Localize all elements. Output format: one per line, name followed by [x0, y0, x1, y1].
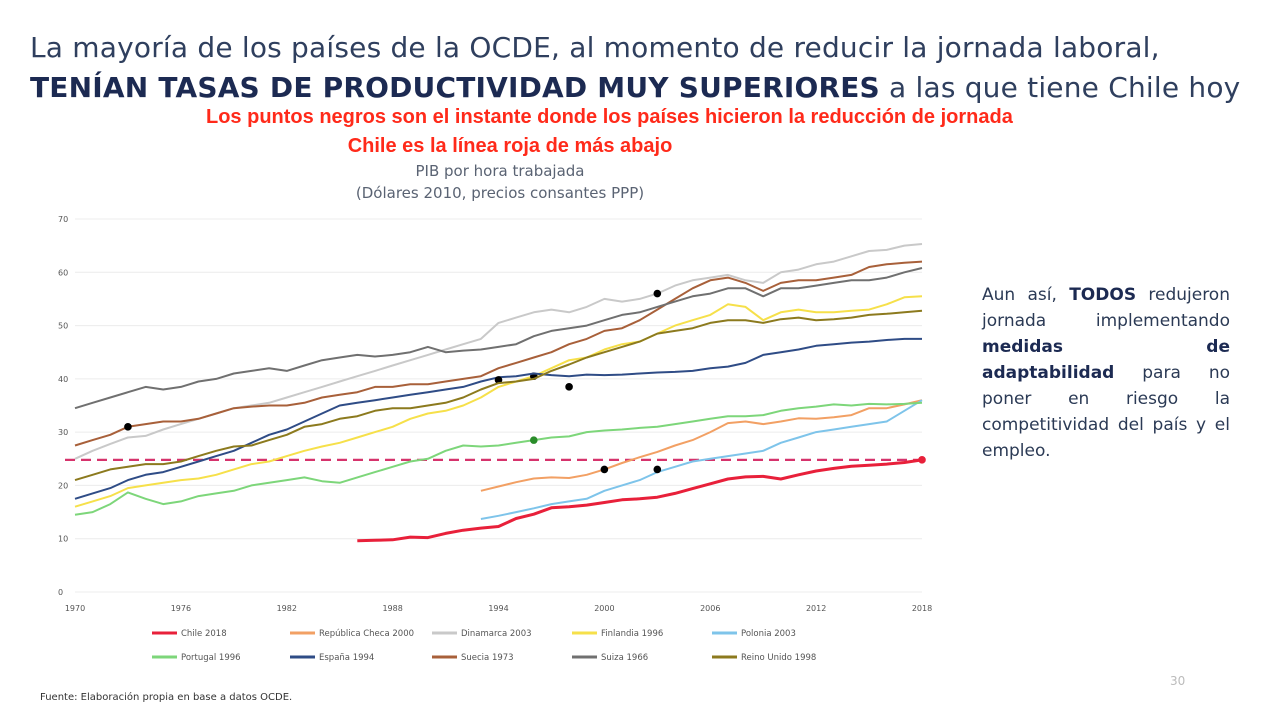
annotation-black-dots: Los puntos negros son el instante donde … [206, 106, 1013, 128]
reduction-marker-reino-unido-1998 [565, 383, 573, 391]
annotation-chile-line: Chile es la línea roja de más abajo [347, 135, 673, 157]
chart-title-block: PIB por hora trabajada (Dólares 2010, pr… [290, 160, 710, 204]
x-tick-label: 1988 [382, 604, 402, 613]
y-tick-label: 10 [58, 535, 68, 544]
side-text-3: para no poner en riesgo la competitivida… [982, 363, 1230, 461]
y-tick-label: 40 [58, 375, 68, 384]
legend-label-chile-2018: Chile 2018 [181, 629, 227, 639]
series-line-chile-2018 [357, 458, 923, 543]
side-text-1: Aun así, [982, 285, 1070, 305]
chart-subtitle: (Dólares 2010, precios consantes PPP) [355, 184, 645, 202]
y-tick-label: 30 [58, 428, 68, 437]
reduction-marker-espana-1994 [494, 376, 503, 384]
x-tick-label: 1970 [65, 604, 85, 613]
headline-bold: TENÍAN TASAS DE PRODUCTIVIDAD MUY SUPERI… [30, 71, 880, 104]
reduction-marker-dinamarca-2003 [653, 289, 662, 298]
legend-label-dinamarca-2003: Dinamarca 2003 [461, 629, 532, 639]
y-tick-label: 0 [58, 588, 63, 597]
side-text-bold-todos: TODOS [1069, 285, 1137, 305]
reduction-marker-polonia-2003 [653, 465, 662, 474]
legend-label-finlandia-1996: Finlandia 1996 [601, 629, 663, 639]
series-line-polonia-2003 [480, 399, 923, 520]
y-tick-label: 20 [58, 481, 68, 490]
chart-title: PIB por hora trabajada [415, 162, 585, 180]
reduction-marker-republica-checa-2000 [600, 465, 609, 474]
legend-label-espana-1994: España 1994 [319, 653, 374, 663]
side-text: Aun así, TODOS redujeron jornada impleme… [982, 282, 1230, 464]
x-tick-label: 1976 [171, 604, 191, 613]
x-tick-label: 2018 [912, 604, 932, 613]
reduction-marker-suecia-1973 [124, 423, 132, 431]
x-tick-label: 2000 [594, 604, 614, 613]
headline-part1: La mayoría de los países de la OCDE, al … [30, 31, 1160, 64]
y-tick-label: 60 [58, 268, 68, 277]
y-tick-label: 50 [58, 322, 68, 331]
series-line-dinamarca-2003 [74, 243, 923, 460]
headline-part2: a las que tiene Chile hoy [879, 71, 1241, 104]
side-text-bold-medidas: medidas de adaptabilidad [982, 337, 1230, 383]
series-line-republica-checa-2000 [480, 399, 923, 492]
series-line-suecia-1973 [74, 260, 923, 447]
series-line-finlandia-1996 [74, 295, 923, 508]
series-line-reino-unido-1998 [74, 309, 923, 482]
reduction-marker-portugal-1996 [529, 436, 538, 444]
reduction-marker-chile-2018 [918, 456, 926, 464]
legend-label-polonia-2003: Polonia 2003 [741, 629, 796, 639]
series-line-suiza-1966 [74, 267, 923, 410]
headline: La mayoría de los países de la OCDE, al … [30, 28, 1250, 108]
series-line-portugal-1996 [74, 401, 923, 516]
legend-label-republica-checa-2000: República Checa 2000 [319, 629, 414, 639]
page-number: 30 [1170, 674, 1186, 688]
legend-label-reino-unido-1998: Reino Unido 1998 [741, 653, 816, 663]
x-tick-label: 2006 [700, 604, 720, 613]
y-tick-label: 70 [58, 215, 68, 224]
legend-label-suiza-1966: Suiza 1966 [601, 653, 648, 663]
side-text-2: redujeron jornada implementando [982, 285, 1230, 331]
legend-label-suecia-1973: Suecia 1973 [461, 653, 514, 663]
source-note: Fuente: Elaboración propia en base a dat… [40, 692, 293, 703]
x-tick-label: 1982 [277, 604, 297, 613]
x-tick-label: 1994 [488, 604, 508, 613]
x-tick-label: 2012 [806, 604, 826, 613]
legend-label-portugal-1996: Portugal 1996 [181, 653, 241, 663]
